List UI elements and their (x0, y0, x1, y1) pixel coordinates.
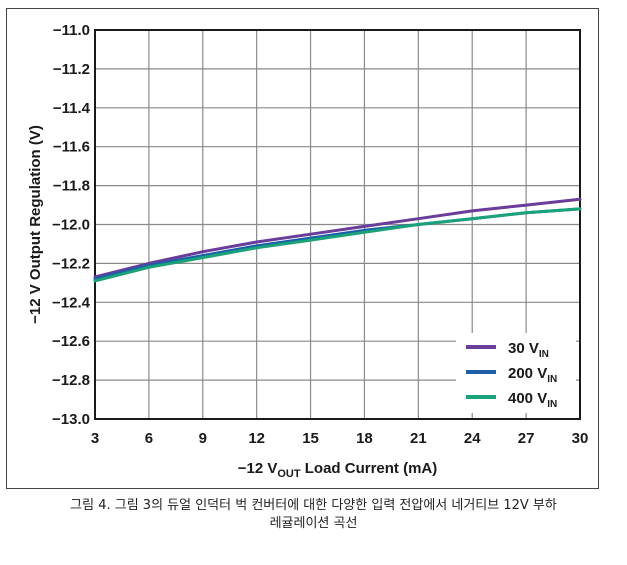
x-tick-label: 15 (302, 430, 319, 447)
x-axis-title-sub: OUT (277, 468, 301, 480)
y-tick-label: −12.2 (52, 255, 90, 272)
x-tick-label: 21 (410, 430, 427, 447)
legend-label-text: 200 V (508, 365, 547, 382)
x-tick-label: 27 (518, 430, 535, 447)
line-chart: −11.0 −11.2 −11.4 −11.6 −11.8 −12.0 −12.2 −12.4… (27, 22, 589, 480)
y-tick-label: −11.2 (53, 61, 90, 78)
legend-label-2: 200 VIN (508, 365, 557, 385)
series-line-1 (93, 197, 582, 279)
y-tick-labels: −11.0 −11.2 −11.4 −11.6 −11.8 −12.0 −12.2 −12.4… (52, 22, 91, 428)
y-tick-label: −12.0 (52, 217, 90, 234)
x-tick-label: 6 (145, 430, 153, 447)
y-tick-label: −11.6 (53, 139, 90, 156)
x-tick-label: 24 (464, 430, 481, 447)
y-tick-label: −11.0 (53, 22, 90, 39)
x-axis-title-prefix: −12 V (238, 460, 278, 477)
legend-label-1: 30 VIN (508, 340, 549, 360)
legend-label-sub: IN (547, 374, 557, 385)
figure-frame (6, 8, 599, 489)
legend-label-text: 400 V (508, 390, 547, 407)
y-tick-label: −11.8 (53, 178, 90, 195)
y-tick-label: −11.4 (53, 100, 91, 117)
y-tick-label: −12.8 (52, 372, 90, 389)
caption-line-1: 그림 4. 그림 3의 듀얼 인덕터 벅 컨버터에 대한 다양한 입력 전압에서… (70, 498, 557, 513)
y-axis-title: −12 V Output Regulation (V) (27, 125, 44, 324)
legend-label-text: 30 V (508, 340, 539, 357)
x-axis-title: −12 VOUT Load Current (mA) (238, 460, 438, 480)
x-tick-label: 9 (199, 430, 207, 447)
series-lines (93, 197, 582, 283)
caption-line-2: 레귤레이션 곡선 (269, 516, 358, 531)
legend-label-sub: IN (539, 349, 549, 360)
x-tick-label: 12 (248, 430, 265, 447)
x-tick-label: 30 (572, 430, 589, 447)
plot-area-border (94, 29, 581, 420)
x-tick-label: 18 (356, 430, 373, 447)
x-tick-label: 3 (91, 430, 99, 447)
legend-label-3: 400 VIN (508, 390, 557, 410)
figure-caption: 그림 4. 그림 3의 듀얼 인덕터 벅 컨버터에 대한 다양한 입력 전압에서… (0, 497, 627, 533)
x-tick-labels: 3 6 9 12 15 18 21 24 27 30 (91, 430, 589, 447)
y-tick-label: −12.6 (52, 333, 90, 350)
x-axis-title-suffix: Load Current (mA) (301, 460, 438, 477)
legend-label-sub: IN (547, 399, 557, 410)
y-tick-label: −13.0 (52, 411, 90, 428)
series-line-2 (93, 207, 582, 281)
series-line-3 (93, 207, 582, 283)
y-tick-label: −12.4 (52, 294, 91, 311)
